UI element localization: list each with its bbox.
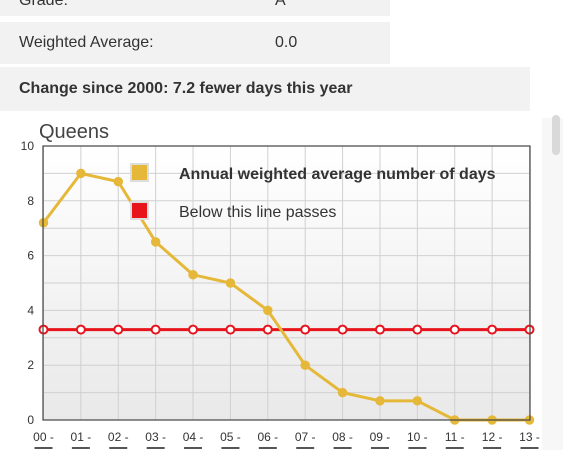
series-point [188,270,198,280]
weighted-average-value: 0.0 [275,34,298,51]
x-tick-label: 07 - [295,430,316,444]
series-point [75,324,86,335]
x-tick-label: 02 - [108,430,129,444]
series-point [150,237,161,247]
x-tick-label: 08 - [332,430,353,444]
x-tick-label: 06 - [257,430,278,444]
series-layer [38,168,535,425]
series-point [150,324,161,335]
series-point [225,324,236,335]
x-tick-label: 03 - [145,430,166,444]
y-axis-ticks: 0 2 4 6 8 10 [21,139,35,427]
legend: Annual weighted average number of days Be… [130,163,496,221]
x-tick-label: 13 - [519,430,540,444]
series-point [375,396,385,406]
y-tick-label: 2 [27,358,34,372]
x-tick-label: 10 - [407,430,428,444]
legend-label: Annual weighted average number of days [179,166,496,183]
chart-title: Queens [39,121,109,143]
plot-border [42,145,531,421]
series-point [337,387,348,398]
series-point [487,324,498,335]
series-point [263,305,273,316]
legend-swatch [130,163,149,182]
x-tick-label: 05 - [220,430,241,444]
series-line [42,171,530,422]
legend-label: Below this line passes [179,204,336,221]
grid-lines [43,145,530,421]
x-tick-label: 04 - [183,430,204,444]
x-tick-label: 01 - [71,430,92,444]
grade-row: Grade: A [0,0,390,16]
series-point [76,168,86,179]
y-tick-label: 6 [27,249,34,263]
x-axis-ticks: 00 - 01 - 02 - 03 - 04 - 05 - 06 - 07 - 08 - 09 -… [33,430,540,449]
page-scroll-track[interactable] [542,118,563,450]
change-since-text: Change since 2000: 7.2 fewer days this y… [19,80,353,97]
series-point [113,176,124,187]
x-tick-label: 00 - [33,430,54,444]
change-since-row: Change since 2000: 7.2 fewer days this y… [0,67,530,111]
series-pass-threshold [38,324,535,335]
legend-swatch [130,201,149,220]
series-point [262,324,273,335]
y-tick-label: 0 [27,413,34,427]
x-tick-label: 11 - [445,430,465,444]
series-point [113,324,124,335]
series-point [412,396,423,406]
page-scroll-thumb[interactable] [552,115,560,155]
y-tick-label: 8 [27,194,34,208]
x-tick-label: 09 - [370,430,391,444]
series-point [300,360,310,370]
series-point [374,324,385,335]
series-point [337,324,348,335]
series-point [449,324,460,335]
y-tick-label: 10 [21,139,35,153]
x-tick-label: 12 - [482,430,503,444]
series-weighted-average [38,168,535,425]
grade-value: A [275,0,286,9]
series-point [412,324,423,335]
series-point [225,278,236,288]
series-point [188,324,199,335]
grade-label: Grade: [19,0,68,9]
weighted-average-label: Weighted Average: [19,34,154,51]
y-tick-label: 4 [27,303,34,317]
weighted-average-row: Weighted Average: 0.0 [0,22,390,64]
series-point [300,324,311,335]
